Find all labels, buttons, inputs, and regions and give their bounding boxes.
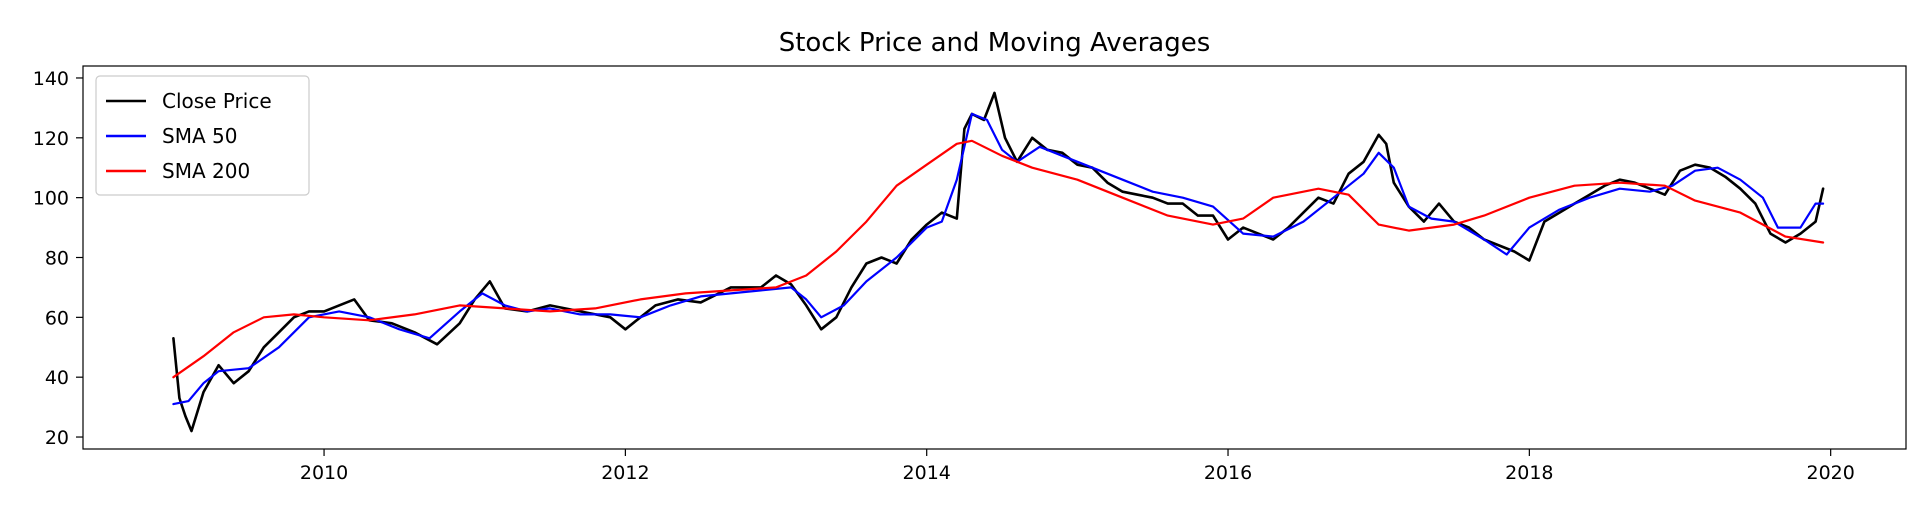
y-tick-label: 140 bbox=[33, 68, 69, 90]
y-tick-label: 20 bbox=[45, 427, 69, 449]
x-tick-label: 2010 bbox=[300, 462, 348, 484]
plot-area bbox=[172, 91, 1825, 433]
series-layer bbox=[172, 91, 1825, 433]
legend-label: Close Price bbox=[162, 89, 272, 113]
series-line-sma-200 bbox=[172, 139, 1825, 379]
x-tick-label: 2012 bbox=[601, 462, 649, 484]
y-tick-label: 40 bbox=[45, 367, 69, 389]
y-tick-label: 100 bbox=[33, 188, 69, 210]
x-tick-label: 2018 bbox=[1505, 462, 1553, 484]
plot-frame bbox=[82, 65, 1907, 450]
x-tick-label: 2020 bbox=[1806, 462, 1854, 484]
legend-label: SMA 50 bbox=[162, 124, 237, 148]
chart-title: Stock Price and Moving Averages bbox=[779, 28, 1211, 58]
x-tick-label: 2014 bbox=[903, 462, 951, 484]
y-axis: 20 40 60 80 100 120 140 bbox=[33, 68, 83, 449]
x-axis: 2010 2012 2014 2016 2018 2020 bbox=[300, 449, 1855, 484]
legend-label: SMA 200 bbox=[162, 159, 250, 183]
x-tick-label: 2016 bbox=[1204, 462, 1252, 484]
legend: Close Price SMA 50 SMA 200 bbox=[95, 75, 310, 196]
y-tick-label: 120 bbox=[33, 128, 69, 150]
y-tick-label: 60 bbox=[45, 307, 69, 329]
legend-box bbox=[95, 75, 310, 196]
series-line-sma-50 bbox=[172, 112, 1825, 406]
series-line-close-price bbox=[172, 91, 1825, 433]
y-tick-label: 80 bbox=[45, 248, 69, 270]
